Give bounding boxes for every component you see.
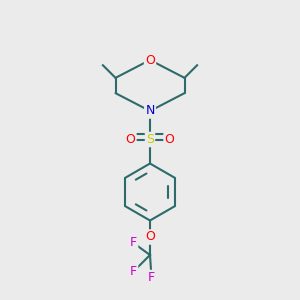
Text: F: F <box>130 265 137 278</box>
Text: O: O <box>165 133 174 146</box>
Text: S: S <box>146 133 154 146</box>
Text: F: F <box>148 271 155 284</box>
Text: O: O <box>145 230 155 244</box>
Text: O: O <box>126 133 135 146</box>
Text: O: O <box>145 53 155 67</box>
Text: N: N <box>145 104 155 118</box>
Text: F: F <box>130 236 137 250</box>
